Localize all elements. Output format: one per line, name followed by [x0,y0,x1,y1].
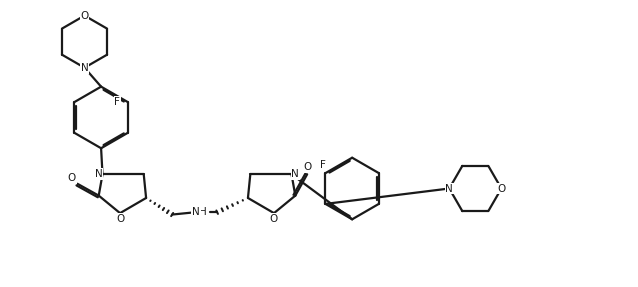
Text: O: O [270,214,278,224]
Text: N: N [192,207,200,217]
Text: O: O [80,11,89,21]
Text: N: N [292,169,299,179]
Text: O: O [116,214,124,224]
Text: N: N [80,63,89,73]
Text: N: N [445,183,453,193]
Text: F: F [114,97,121,107]
Text: O: O [497,183,505,193]
Text: F: F [320,160,326,170]
Text: H: H [199,207,207,217]
Text: O: O [68,173,76,183]
Text: N: N [95,169,103,179]
Text: O: O [303,162,311,172]
